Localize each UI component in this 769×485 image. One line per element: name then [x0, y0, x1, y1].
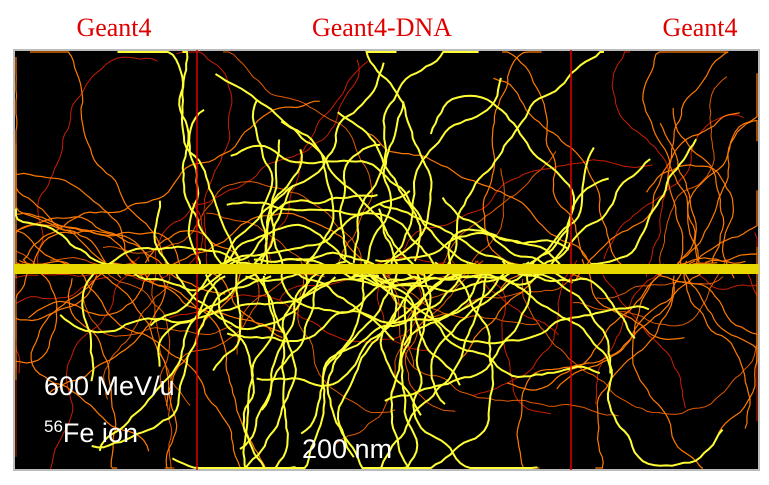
mass-number: 56 [44, 417, 63, 436]
page: Geant4 Geant4-DNA Geant4 600 MeV/u 56Fe … [0, 0, 769, 485]
region-label: Geant4-DNA [312, 13, 452, 42]
primary-beam [14, 264, 759, 274]
region-label: Geant4 [662, 13, 737, 42]
energy-label: 600 MeV/u [44, 371, 175, 401]
ion-name: Fe ion [63, 418, 138, 448]
scale-label: 200 nm [302, 434, 392, 464]
region-label: Geant4 [76, 13, 151, 42]
figure: Geant4 Geant4-DNA Geant4 600 MeV/u 56Fe … [0, 0, 769, 485]
